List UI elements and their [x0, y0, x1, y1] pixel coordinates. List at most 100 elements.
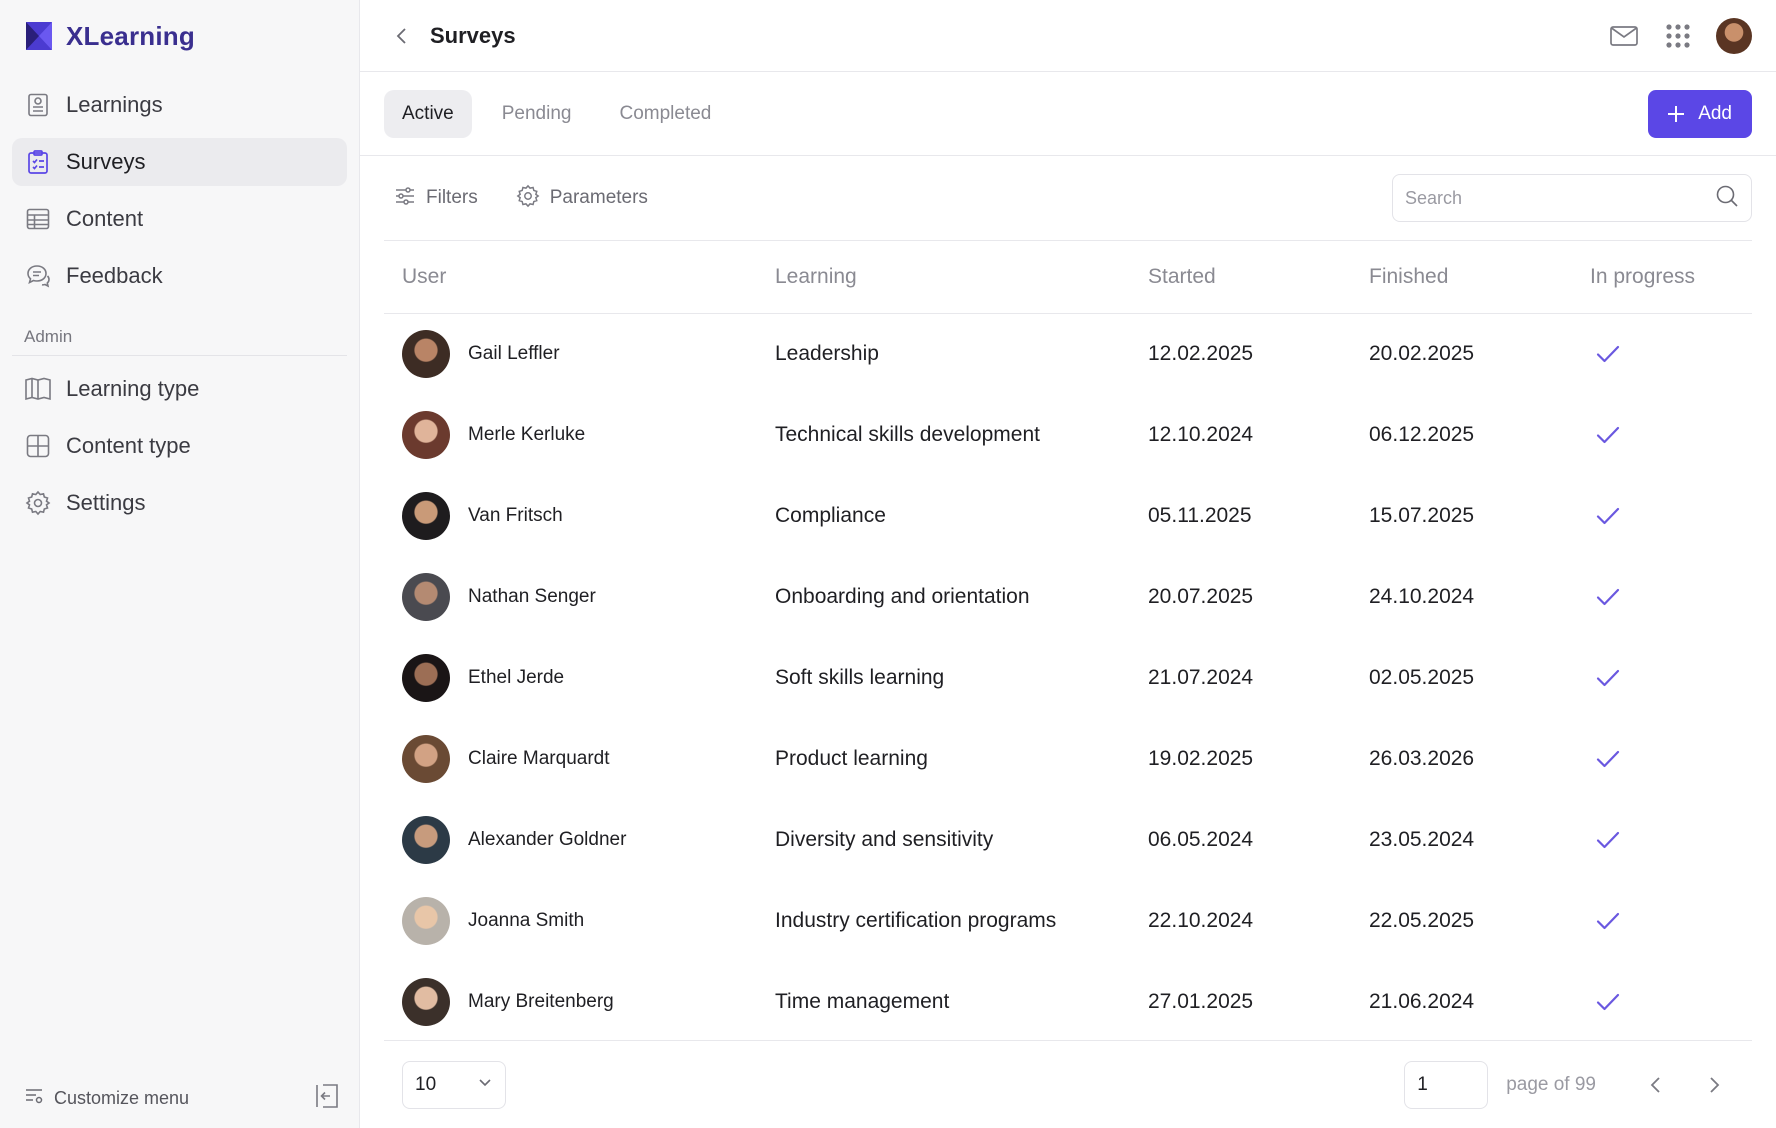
- column-header-started[interactable]: Started: [1130, 241, 1351, 314]
- mail-icon[interactable]: [1608, 20, 1640, 52]
- page-of-label: page of 99: [1506, 1073, 1596, 1095]
- next-page-icon[interactable]: [1694, 1065, 1734, 1105]
- table-header-row: User Learning Started Finished In progre…: [384, 241, 1752, 314]
- sidebar-item-label: Settings: [66, 490, 146, 515]
- in-progress-cell: [1572, 394, 1752, 475]
- user-cell: Ethel Jerde: [384, 637, 757, 718]
- avatar: [402, 896, 450, 945]
- sidebar-item-settings[interactable]: Settings: [12, 479, 347, 527]
- filters-button[interactable]: Filters: [394, 185, 478, 212]
- brand[interactable]: XLearning: [0, 0, 359, 72]
- sidebar-item-feedback[interactable]: Feedback: [12, 252, 347, 300]
- chat-bubbles-icon: [24, 262, 52, 290]
- avatar: [402, 491, 450, 540]
- divider: [12, 355, 347, 356]
- table-row[interactable]: Claire Marquardt Product learning 19.02.20…: [384, 718, 1752, 799]
- table-row[interactable]: Mary Breitenberg Time management 27.01.202…: [384, 961, 1752, 1042]
- sidebar-item-label: Learnings: [66, 92, 163, 117]
- check-icon: [1590, 344, 1752, 364]
- table-row[interactable]: Merle Kerluke Technical skills developmen…: [384, 394, 1752, 475]
- document-icon: [24, 91, 52, 119]
- page-size-select[interactable]: 10: [402, 1060, 506, 1109]
- finished-cell: 20.02.2025: [1369, 341, 1475, 365]
- tab-active[interactable]: Active: [384, 89, 472, 138]
- prev-page-icon[interactable]: [1636, 1065, 1676, 1105]
- in-progress-cell: [1572, 961, 1752, 1042]
- customize-menu-button[interactable]: Customize menu: [24, 1086, 313, 1111]
- gear-icon: [516, 184, 540, 213]
- in-progress-cell: [1572, 556, 1752, 637]
- check-icon: [1590, 425, 1752, 445]
- table-row[interactable]: Van Fritsch Compliance 05.11.2025 15.07.202…: [384, 475, 1752, 556]
- table-row[interactable]: Alexander Goldner Diversity and sensitivi…: [384, 799, 1752, 880]
- in-progress-cell: [1572, 880, 1752, 961]
- table-row[interactable]: Gail Leffler Leadership 12.02.2025 20.02.20…: [384, 313, 1752, 394]
- filters-label: Filters: [426, 187, 478, 208]
- started-cell: 21.07.2024: [1148, 665, 1254, 689]
- collapse-sidebar-icon[interactable]: [313, 1082, 341, 1115]
- table-row[interactable]: Joanna Smith Industry certification progr…: [384, 880, 1752, 961]
- apps-grid-icon[interactable]: [1662, 20, 1694, 52]
- back-chevron-icon[interactable]: [392, 24, 416, 48]
- avatar: [402, 815, 450, 864]
- add-button[interactable]: Add: [1648, 89, 1752, 138]
- user-name: Claire Marquardt: [468, 747, 610, 769]
- user-cell: Joanna Smith: [384, 880, 757, 961]
- user-cell: Nathan Senger: [384, 556, 757, 637]
- plus-icon: [1666, 104, 1686, 124]
- topbar: Surveys: [360, 0, 1776, 72]
- admin-nav: Learning type Content type: [0, 365, 359, 527]
- in-progress-cell: [1572, 718, 1752, 799]
- table-row[interactable]: Ethel Jerde Soft skills learning 21.07.202…: [384, 637, 1752, 718]
- column-header-finished[interactable]: Finished: [1351, 241, 1572, 314]
- learning-cell: Industry certification programs: [775, 908, 1057, 932]
- table-toolbar: Filters Parameters: [360, 156, 1776, 240]
- filters-icon: [394, 185, 416, 212]
- column-header-user[interactable]: User: [384, 241, 757, 314]
- avatar: [402, 977, 450, 1026]
- column-header-learning[interactable]: Learning: [757, 241, 1130, 314]
- user-cell: Gail Leffler: [384, 313, 757, 394]
- user-cell: Merle Kerluke: [384, 394, 757, 475]
- check-icon: [1590, 749, 1752, 769]
- in-progress-cell: [1572, 313, 1752, 394]
- learning-cell: Product learning: [775, 746, 928, 770]
- check-icon: [1590, 668, 1752, 688]
- sidebar-item-content[interactable]: Content: [12, 195, 347, 243]
- sidebar-item-learning-type[interactable]: Learning type: [12, 365, 347, 413]
- parameters-button[interactable]: Parameters: [516, 184, 648, 213]
- tab-completed[interactable]: Completed: [619, 102, 712, 124]
- search-box: [1392, 174, 1752, 222]
- grid-icon: [24, 432, 52, 460]
- search-input[interactable]: [1405, 187, 1715, 209]
- avatar: [402, 410, 450, 459]
- pagination-bar: 10 1 page of 99: [384, 1040, 1752, 1128]
- finished-cell: 23.05.2024: [1369, 827, 1475, 851]
- in-progress-cell: [1572, 799, 1752, 880]
- learning-cell: Diversity and sensitivity: [775, 827, 994, 851]
- add-button-label: Add: [1698, 102, 1732, 124]
- sidebar: XLearning Learnings: [0, 0, 360, 1128]
- customize-menu-label: Customize menu: [54, 1087, 190, 1108]
- started-cell: 27.01.2025: [1148, 989, 1254, 1013]
- learning-cell: Leadership: [775, 341, 879, 365]
- sidebar-item-learnings[interactable]: Learnings: [12, 81, 347, 129]
- learning-cell: Technical skills development: [775, 422, 1040, 446]
- sidebar-item-label: Content: [66, 206, 144, 231]
- user-name: Merle Kerluke: [468, 423, 586, 445]
- page-number-input[interactable]: 1: [1404, 1060, 1489, 1109]
- started-cell: 20.07.2025: [1148, 584, 1254, 608]
- search-icon[interactable]: [1715, 184, 1739, 213]
- user-avatar[interactable]: [1716, 17, 1752, 54]
- table-row[interactable]: Nathan Senger Onboarding and orientation 2…: [384, 556, 1752, 637]
- xlearning-logo-icon: [26, 22, 52, 50]
- tab-pending[interactable]: Pending: [501, 102, 572, 124]
- column-header-in-progress[interactable]: In progress: [1572, 241, 1752, 314]
- current-page-value: 1: [1417, 1073, 1428, 1095]
- avatar: [402, 572, 450, 621]
- user-cell: Alexander Goldner: [384, 799, 757, 880]
- sidebar-item-surveys[interactable]: Surveys: [12, 138, 347, 186]
- avatar: [402, 653, 450, 702]
- main-content: Surveys Active Pending Completed: [360, 0, 1776, 1128]
- sidebar-item-content-type[interactable]: Content type: [12, 422, 347, 470]
